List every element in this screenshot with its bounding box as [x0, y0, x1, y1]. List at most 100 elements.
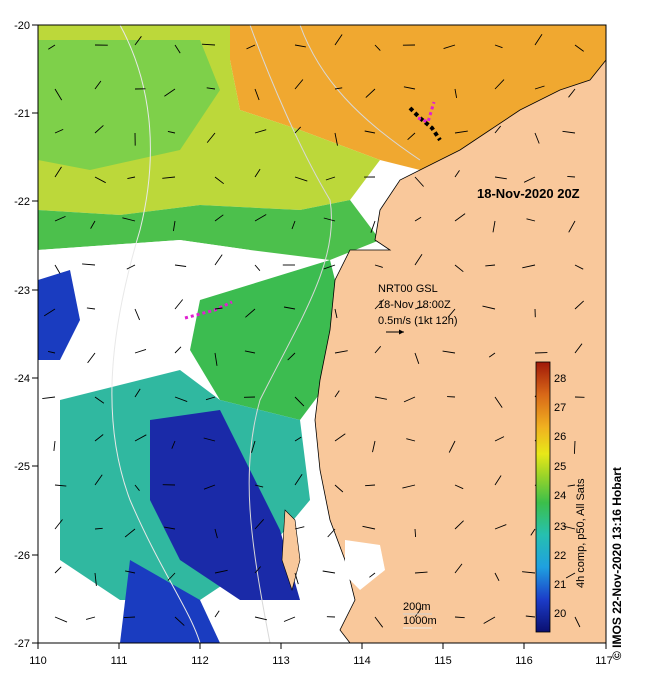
colorbar-tick: 27 [554, 402, 566, 414]
current-vector [48, 44, 56, 50]
isobath-200m [248, 25, 421, 643]
current-vector [414, 608, 422, 618]
current-vector [294, 572, 299, 585]
current-vector [334, 484, 344, 493]
sst-cool-core [150, 410, 300, 600]
current-vector [325, 176, 336, 181]
current-vector [94, 80, 102, 90]
credit-text: IMOS 22-Nov-2020 13:16 Hobart [610, 467, 624, 648]
x-tick: 110 [29, 655, 47, 667]
current-vector [283, 616, 296, 622]
current-vector [334, 87, 343, 90]
current-vector [565, 572, 576, 579]
drifter-track-black [408, 106, 442, 142]
current-vector [167, 130, 176, 134]
current-vector [214, 569, 228, 574]
current-vector [494, 125, 502, 134]
current-vector [562, 525, 576, 530]
current-vector [164, 88, 176, 97]
current-vector [365, 88, 376, 98]
current-vector [82, 263, 96, 266]
current-vector [294, 176, 308, 182]
current-legend-scale: 0.5m/s (1kt 12h) [378, 315, 457, 327]
current-vector [294, 526, 305, 530]
current-vector [402, 484, 416, 489]
current-vector [454, 213, 466, 222]
sst-green-north [38, 40, 220, 170]
colorbar-tick: 25 [554, 461, 566, 473]
colorbar-ticks: 20 21 22 23 24 25 26 27 28 [554, 373, 566, 620]
current-vector [134, 388, 141, 398]
current-vector [206, 132, 216, 143]
current-vector [124, 528, 136, 538]
current-vector [334, 308, 338, 319]
current-vector [574, 300, 585, 310]
current-vector [94, 434, 104, 442]
current-vector [251, 440, 256, 453]
colorbar-tick: 23 [554, 521, 566, 533]
current-vector [164, 526, 176, 530]
current-vector [374, 346, 382, 354]
current-vector [454, 264, 464, 273]
current-vector [334, 132, 338, 146]
current-vector [374, 264, 383, 268]
current-vector [372, 440, 376, 453]
current-vector [494, 396, 503, 408]
sst-green-mid [190, 260, 340, 420]
current-vector [123, 616, 136, 619]
depth-legend-1000m: 1000m [403, 615, 437, 627]
current-vector [374, 299, 385, 310]
current-vector [454, 130, 468, 134]
current-vector [167, 572, 176, 581]
current-vector [494, 524, 507, 530]
sst-green-band [38, 200, 380, 260]
current-vector [43, 308, 56, 317]
current-vector [494, 176, 507, 180]
x-axis [37, 643, 607, 649]
colorbar-tick: 22 [554, 550, 566, 562]
current-vector [334, 350, 348, 354]
current-vector [369, 572, 376, 578]
current-vector [214, 214, 224, 222]
current-vector [94, 527, 103, 530]
current-vector [454, 563, 463, 574]
current-vector [364, 130, 376, 134]
current-vector [323, 264, 336, 270]
y-tick: -21 [14, 108, 30, 120]
current-vector [407, 132, 416, 141]
current-vector [482, 305, 496, 310]
x-tick: 115 [434, 655, 452, 667]
current-vector [403, 86, 416, 90]
current-vector [54, 166, 62, 178]
current-vector [54, 484, 67, 487]
current-vector [94, 176, 106, 184]
current-vector [294, 396, 305, 407]
map-timestamp: 18-Nov-2020 20Z [477, 186, 580, 201]
credit-line: © IMOS 22-Nov-2020 13:16 Hobart [610, 467, 624, 660]
current-vector [254, 129, 267, 134]
current-vector [122, 217, 136, 222]
current-vector [205, 396, 216, 401]
current-vector [246, 44, 256, 50]
current-vector [447, 308, 456, 318]
y-tick: -26 [14, 550, 30, 562]
current-vector [94, 474, 103, 486]
current-vector [134, 308, 141, 321]
x-tick: 117 [595, 655, 613, 667]
map-plot [38, 25, 606, 643]
current-vector [94, 396, 105, 404]
current-vector [254, 484, 264, 488]
current-vector [534, 132, 540, 144]
current-vector [494, 572, 500, 582]
colorbar-tick: 21 [554, 579, 566, 591]
y-tick: -20 [14, 20, 30, 32]
drifter-track-magenta-mid [184, 300, 233, 320]
current-vector [134, 434, 147, 442]
current-vector [244, 350, 256, 354]
x-tick: 114 [353, 655, 371, 667]
current-vector [454, 616, 465, 619]
isobath-1000m [111, 25, 201, 643]
x-tick: 116 [515, 655, 533, 667]
current-vector [245, 308, 256, 318]
current-vector [414, 528, 417, 538]
